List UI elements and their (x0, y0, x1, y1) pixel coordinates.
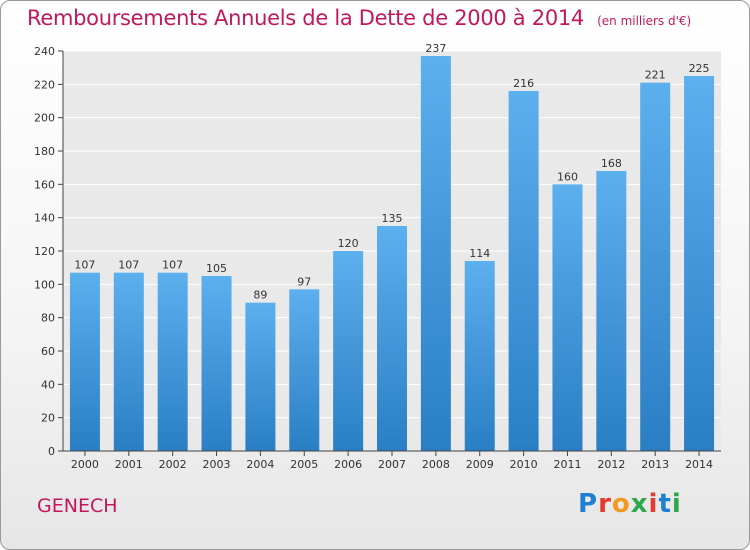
y-tick-label: 20 (41, 412, 55, 425)
logo-letter: i (671, 489, 682, 519)
bar-value-label: 168 (601, 157, 622, 170)
y-tick-label: 40 (41, 378, 55, 391)
place-name: GENECH (37, 495, 118, 517)
x-tick-label: 2003 (203, 458, 231, 471)
logo-letter: P (578, 489, 599, 519)
bar (464, 261, 495, 451)
y-tick-label: 240 (34, 45, 55, 58)
x-tick-label: 2007 (378, 458, 406, 471)
y-tick-label: 0 (48, 445, 55, 458)
proxiti-logo: Proxiti (578, 489, 682, 519)
bar (684, 76, 715, 451)
bar-value-label: 237 (425, 42, 446, 55)
y-tick-label: 100 (34, 278, 55, 291)
chart-title: Remboursements Annuels de la Dette de 20… (27, 6, 584, 30)
y-tick-label: 160 (34, 178, 55, 191)
x-tick-label: 2008 (422, 458, 450, 471)
y-tick-label: 200 (34, 112, 55, 125)
bar (289, 289, 320, 451)
bar-value-label: 225 (689, 62, 710, 75)
x-tick-label: 2013 (641, 458, 669, 471)
bar (596, 171, 627, 451)
bar (333, 251, 364, 451)
bar-value-label: 216 (513, 77, 534, 90)
bar-value-label: 160 (557, 170, 578, 183)
y-tick-label: 120 (34, 245, 55, 258)
x-tick-label: 2006 (334, 458, 362, 471)
bar (420, 56, 451, 451)
y-tick-label: 140 (34, 212, 55, 225)
logo-letter: i (648, 489, 659, 519)
bar-value-label: 89 (253, 289, 267, 302)
y-tick-label: 180 (34, 145, 55, 158)
bar-value-label: 105 (206, 262, 227, 275)
bars: 107 107 107 105 89 97 120 135 237 114 216 160 168 221… (69, 42, 715, 452)
bar-value-label: 135 (382, 212, 403, 225)
bar (113, 272, 144, 451)
chart-unit: (en milliers d'€) (597, 14, 692, 28)
x-tick-label: 2012 (597, 458, 625, 471)
bar-value-label: 120 (338, 237, 359, 250)
x-tick-label: 2002 (159, 458, 187, 471)
x-tick-label: 2005 (290, 458, 318, 471)
axes: 0 20 40 60 80 100 120 140 160 180 200 220 240 2000 200… (34, 45, 721, 471)
bar-value-label: 221 (645, 69, 666, 82)
bar-value-label: 107 (162, 259, 183, 272)
bar-value-label: 107 (118, 259, 139, 272)
title-row: Remboursements Annuels de la Dette de 20… (27, 6, 691, 30)
bar (201, 276, 232, 451)
x-tick-label: 2004 (246, 458, 274, 471)
logo-letter: x (630, 489, 649, 519)
logo-letter: t (658, 489, 672, 519)
bar (245, 302, 276, 451)
bar (69, 272, 100, 451)
bar (508, 91, 539, 451)
bar (640, 82, 671, 452)
y-tick-label: 220 (34, 78, 55, 91)
bar-value-label: 97 (297, 275, 311, 288)
x-tick-label: 2010 (510, 458, 538, 471)
bar (157, 272, 188, 451)
y-tick-label: 60 (41, 345, 55, 358)
x-tick-label: 2001 (115, 458, 143, 471)
logo-letter: r (598, 489, 612, 519)
bar (552, 184, 583, 452)
y-tick-label: 80 (41, 312, 55, 325)
x-tick-label: 2011 (553, 458, 581, 471)
x-tick-label: 2000 (71, 458, 99, 471)
bar-value-label: 107 (74, 259, 95, 272)
bar (377, 226, 407, 451)
x-tick-label: 2014 (685, 458, 713, 471)
logo-letter: o (611, 489, 631, 519)
x-tick-label: 2009 (466, 458, 494, 471)
bar-value-label: 114 (469, 247, 490, 260)
